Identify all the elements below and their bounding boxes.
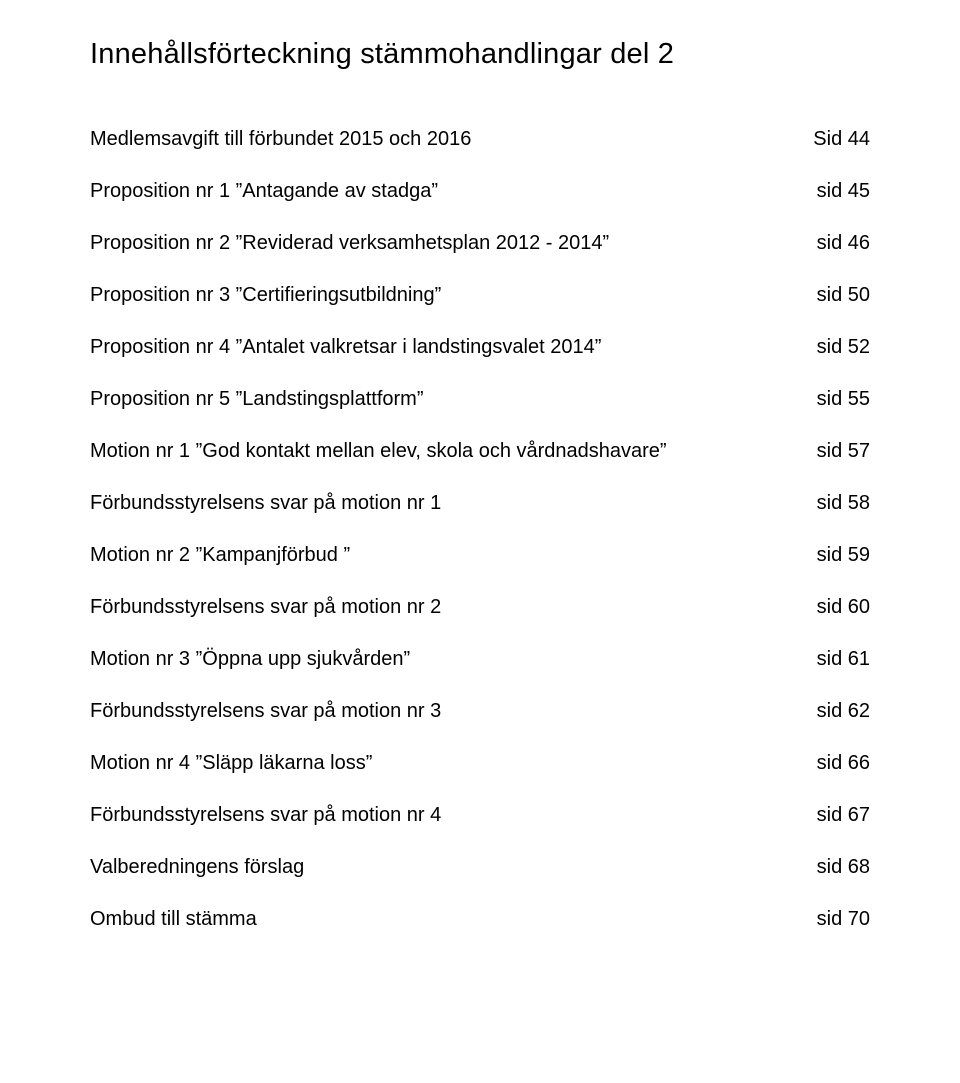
- toc-label: Valberedningens förslag: [90, 854, 817, 880]
- toc-row: Motion nr 2 ”Kampanjförbud ” sid 59: [90, 542, 870, 568]
- toc-row: Ombud till stämma sid 70: [90, 906, 870, 932]
- toc-row: Proposition nr 3 ”Certifieringsutbildnin…: [90, 282, 870, 308]
- toc-row: Motion nr 4 ”Släpp läkarna loss” sid 66: [90, 750, 870, 776]
- toc-label: Proposition nr 1 ”Antagande av stadga”: [90, 178, 817, 204]
- toc-row: Motion nr 3 ”Öppna upp sjukvården” sid 6…: [90, 646, 870, 672]
- toc-page: sid 70: [817, 906, 870, 932]
- toc-page: sid 59: [817, 542, 870, 568]
- toc-label: Motion nr 1 ”God kontakt mellan elev, sk…: [90, 438, 817, 464]
- toc-label: Förbundsstyrelsens svar på motion nr 2: [90, 594, 817, 620]
- toc-label: Förbundsstyrelsens svar på motion nr 4: [90, 802, 817, 828]
- toc-page: sid 45: [817, 178, 870, 204]
- toc-row: Proposition nr 4 ”Antalet valkretsar i l…: [90, 334, 870, 360]
- toc-label: Förbundsstyrelsens svar på motion nr 3: [90, 698, 817, 724]
- toc-row: Proposition nr 2 ”Reviderad verksamhetsp…: [90, 230, 870, 256]
- toc-page: Sid 44: [813, 126, 870, 152]
- toc-row: Förbundsstyrelsens svar på motion nr 1 s…: [90, 490, 870, 516]
- toc-label: Proposition nr 5 ”Landstingsplattform”: [90, 386, 817, 412]
- toc-list: Medlemsavgift till förbundet 2015 och 20…: [90, 126, 870, 932]
- toc-page: sid 57: [817, 438, 870, 464]
- toc-row: Medlemsavgift till förbundet 2015 och 20…: [90, 126, 870, 152]
- toc-page: sid 60: [817, 594, 870, 620]
- toc-label: Motion nr 3 ”Öppna upp sjukvården”: [90, 646, 817, 672]
- toc-label: Proposition nr 2 ”Reviderad verksamhetsp…: [90, 230, 817, 256]
- toc-label: Motion nr 2 ”Kampanjförbud ”: [90, 542, 817, 568]
- toc-row: Valberedningens förslag sid 68: [90, 854, 870, 880]
- toc-row: Proposition nr 5 ”Landstingsplattform” s…: [90, 386, 870, 412]
- toc-page: sid 61: [817, 646, 870, 672]
- document-page: Innehållsförteckning stämmohandlingar de…: [0, 0, 960, 1083]
- toc-row: Förbundsstyrelsens svar på motion nr 3 s…: [90, 698, 870, 724]
- toc-row: Proposition nr 1 ”Antagande av stadga” s…: [90, 178, 870, 204]
- toc-page: sid 58: [817, 490, 870, 516]
- toc-label: Proposition nr 3 ”Certifieringsutbildnin…: [90, 282, 817, 308]
- toc-page: sid 46: [817, 230, 870, 256]
- toc-page: sid 68: [817, 854, 870, 880]
- page-title: Innehållsförteckning stämmohandlingar de…: [90, 36, 870, 72]
- toc-label: Förbundsstyrelsens svar på motion nr 1: [90, 490, 817, 516]
- toc-page: sid 50: [817, 282, 870, 308]
- toc-page: sid 67: [817, 802, 870, 828]
- toc-label: Motion nr 4 ”Släpp läkarna loss”: [90, 750, 817, 776]
- toc-label: Proposition nr 4 ”Antalet valkretsar i l…: [90, 334, 817, 360]
- toc-page: sid 62: [817, 698, 870, 724]
- toc-page: sid 52: [817, 334, 870, 360]
- toc-page: sid 66: [817, 750, 870, 776]
- toc-page: sid 55: [817, 386, 870, 412]
- toc-label: Ombud till stämma: [90, 906, 817, 932]
- toc-row: Motion nr 1 ”God kontakt mellan elev, sk…: [90, 438, 870, 464]
- toc-row: Förbundsstyrelsens svar på motion nr 2 s…: [90, 594, 870, 620]
- toc-row: Förbundsstyrelsens svar på motion nr 4 s…: [90, 802, 870, 828]
- toc-label: Medlemsavgift till förbundet 2015 och 20…: [90, 126, 813, 152]
